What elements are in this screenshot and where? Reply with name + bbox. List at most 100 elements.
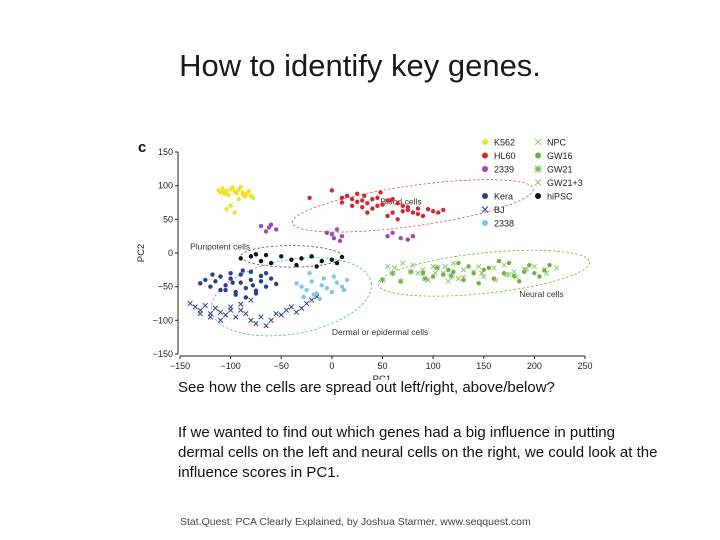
data-point-bj: [248, 317, 254, 323]
data-point-k562: [230, 185, 235, 190]
data-point-2338: [299, 284, 304, 289]
body-paragraph-2: If we wanted to find out which genes had…: [178, 424, 658, 481]
data-point-bj: [212, 305, 219, 311]
data-point-gw16: [547, 262, 552, 268]
data-point-npc: [445, 278, 451, 284]
x-axis-label: PC1: [373, 374, 391, 380]
data-point-bj: [238, 307, 244, 313]
data-point-gw16: [430, 274, 436, 279]
data-point-gw16: [456, 260, 461, 266]
data-point-k562: [228, 203, 233, 209]
legend-label: 2338: [494, 219, 514, 229]
data-point-2338: [301, 294, 306, 299]
data-point-hl60: [430, 209, 436, 214]
data-point-bj: [207, 314, 214, 320]
data-point-kera: [243, 295, 249, 300]
data-point-gw16: [532, 271, 537, 276]
data-point-2339: [337, 238, 343, 244]
data-point-2339: [273, 227, 279, 232]
data-point-npc: [460, 267, 467, 273]
data-point-bj: [243, 310, 249, 317]
data-point-hl60: [441, 207, 446, 213]
data-point-hl60: [354, 191, 360, 196]
legend-marker: [534, 179, 542, 186]
data-point-hipsc: [329, 257, 335, 262]
legend-marker: [482, 139, 488, 145]
data-point-2338: [304, 287, 309, 293]
data-point-kera: [218, 274, 223, 279]
chart-axes: −150 −100 −50 0 50 100 150 200 250 150 100 50 0 −50 −1…: [136, 139, 593, 380]
data-point-bj: [303, 300, 310, 307]
data-point-bj: [298, 305, 305, 311]
data-point-bj: [187, 300, 193, 307]
legend-label: NPC: [547, 138, 567, 148]
data-point-gw16: [496, 258, 502, 264]
legend-marker: [535, 193, 541, 199]
data-point-bj: [268, 317, 274, 323]
data-point-2338: [334, 280, 340, 285]
data-point-kera: [210, 272, 215, 277]
data-point-gw21-3: [523, 266, 529, 272]
data-point-hl60: [360, 205, 365, 210]
data-point-gw16: [466, 264, 471, 269]
data-point-bj: [288, 304, 295, 310]
data-point-bj: [217, 309, 224, 315]
data-point-kera: [273, 281, 279, 287]
data-point-gw16: [537, 274, 542, 279]
y-tick-label: 150: [158, 147, 173, 157]
data-point-kera: [240, 268, 245, 273]
data-point-hl60: [388, 198, 393, 203]
data-point-hl60: [344, 193, 350, 198]
legend-label: K562: [494, 138, 515, 148]
data-point-kera: [238, 272, 243, 277]
data-point-2339: [339, 233, 345, 239]
data-point-k562: [250, 195, 256, 200]
data-point-hl60: [415, 206, 421, 211]
y-tick-label: 50: [163, 214, 173, 224]
data-point-hl60: [435, 210, 441, 215]
data-point-kera: [248, 277, 254, 283]
data-point-npc: [450, 260, 457, 266]
data-point-kera: [253, 291, 259, 296]
data-point-npc: [384, 263, 391, 270]
data-point-gw21: [379, 276, 386, 283]
cluster-ellipse-dermal-or-epidermal-cells: [210, 257, 372, 337]
data-point-bj: [273, 310, 279, 317]
data-point-hl60: [375, 203, 380, 209]
data-point-gw21: [434, 264, 441, 271]
data-point-npc: [476, 263, 482, 270]
data-point-gw16: [527, 262, 532, 268]
data-point-2339: [324, 230, 330, 235]
data-point-2339: [398, 235, 403, 241]
data-point-hl60: [362, 193, 367, 198]
data-point-2339: [410, 233, 416, 239]
data-point-gw21-3: [513, 274, 519, 280]
data-point-gw21: [448, 272, 455, 279]
y-tick-label: 0: [168, 248, 173, 258]
data-point-bj: [233, 314, 239, 320]
data-point-npc: [420, 267, 426, 273]
data-point-gw21: [389, 270, 396, 277]
data-point-npc: [491, 265, 497, 271]
cluster-label: Blood cells: [380, 197, 421, 207]
data-point-hl60: [380, 202, 385, 207]
y-tick-label: −50: [158, 282, 173, 292]
y-tick-label: −150: [153, 349, 173, 359]
pca-scatter-chart: Blood cells Pluripotent cells Neural cells…: [136, 138, 593, 381]
data-point-2339: [334, 227, 340, 232]
data-points: [187, 184, 560, 329]
x-tick-label: 50: [377, 361, 387, 371]
x-tick-label: 250: [577, 361, 592, 371]
legend-label: 2339: [494, 165, 514, 175]
data-point-hl60: [375, 195, 380, 200]
data-point-2339: [331, 235, 337, 241]
data-point-2339: [405, 237, 411, 242]
cluster-label: Dermal or epidermal cells: [332, 327, 428, 337]
data-point-2339: [390, 230, 395, 235]
data-point-bj: [258, 314, 264, 320]
footer-credit: Stat.Quest: PCA Clearly Explained, by Jo…: [180, 516, 531, 528]
data-point-gw16: [476, 281, 481, 286]
data-point-bj: [278, 312, 284, 318]
legend-marker: [482, 193, 488, 199]
data-point-k562: [246, 188, 252, 194]
